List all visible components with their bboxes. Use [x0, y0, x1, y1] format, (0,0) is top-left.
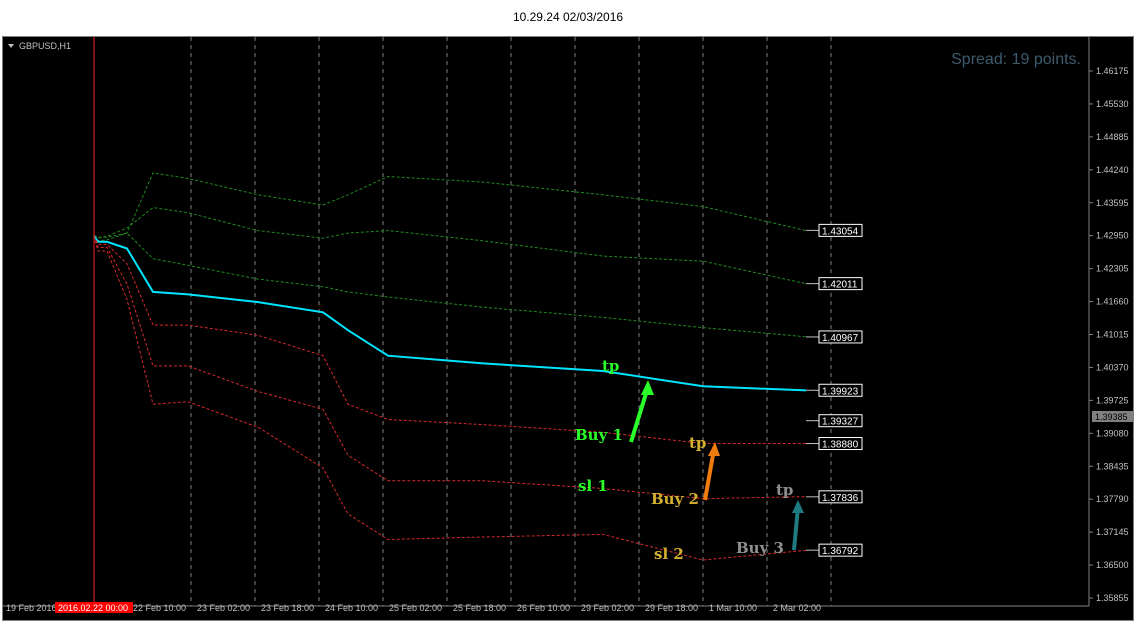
price-tick-label: 1.46175 [1096, 66, 1129, 76]
time-tick-label: 1 Mar 10:00 [709, 603, 757, 613]
symbol-header: GBPUSD,H1 [8, 41, 71, 51]
annotation-layer: tp Buy 1 sl 1 tp Buy 2 sl 2 tp Buy 3 [575, 357, 793, 563]
level-label-box [818, 383, 863, 397]
level-label-box [818, 437, 863, 451]
level-label: 1.43054 [822, 226, 859, 237]
time-tick-label: 25 Feb 02:00 [389, 603, 442, 613]
level-label: 1.36792 [822, 546, 859, 557]
level-label: 1.38880 [822, 440, 859, 451]
sl-1-label: sl 1 [578, 477, 608, 495]
level-label: 1.42011 [822, 280, 858, 291]
symbol-dropdown-icon [8, 44, 14, 48]
lower-band-line [93, 235, 807, 561]
level-label: 1.40967 [822, 333, 859, 344]
current-price-label: 1.39385 [1095, 412, 1128, 422]
buy-2-label: Buy 2 [651, 490, 699, 508]
level-labels: 1.43054 1.42011 1.40967 1.39923 1.39327 1.388… [806, 223, 863, 557]
main-series-line [93, 235, 807, 392]
tp-3-label: tp [776, 481, 793, 499]
price-tick-label: 1.42950 [1096, 231, 1129, 241]
price-tick-label: 1.37145 [1096, 527, 1129, 537]
grid-layer [190, 37, 832, 606]
time-axis: 19 Feb 2016 22 Feb 10:00 23 Feb 02:00 23 Fe… [6, 603, 821, 613]
buy-1-arrowhead [641, 380, 654, 395]
time-tick-label: 29 Feb 18:00 [645, 603, 698, 613]
lower-band-line [93, 235, 806, 444]
price-tick-label: 1.40370 [1096, 362, 1129, 372]
buy-1-arrow [629, 386, 650, 443]
level-label: 1.39327 [822, 417, 859, 428]
price-tick-label: 1.43595 [1096, 198, 1129, 208]
current-time-label: 2016.02.22 00:00 [58, 603, 128, 613]
chart-frame[interactable]: 1.46175 1.45530 1.44885 1.44240 1.43595 1.429… [2, 36, 1134, 621]
level-label-box [818, 277, 863, 291]
symbol-label: GBPUSD,H1 [19, 41, 71, 51]
level-label-box [818, 330, 863, 344]
spread-text: Spread: 19 points. [951, 51, 1081, 68]
buy-3-arrowhead [792, 500, 804, 513]
time-tick-label: 23 Feb 18:00 [261, 603, 314, 613]
time-tick-label: 29 Feb 02:00 [581, 603, 634, 613]
price-tick-label: 1.35855 [1096, 593, 1129, 603]
tp-1-label: tp [602, 357, 619, 375]
upper-band-line [93, 232, 807, 338]
price-tick-label: 1.37790 [1096, 494, 1129, 504]
level-label-box [818, 543, 863, 557]
current-price-marker: 1.39385 [1092, 411, 1133, 422]
time-tick-label: 26 Feb 10:00 [517, 603, 570, 613]
buy-3-label: Buy 3 [736, 539, 784, 557]
price-tick-label: 1.45530 [1096, 99, 1129, 109]
buy-3-arrow [792, 506, 800, 551]
level-label-box [818, 414, 863, 428]
upper-band-line [93, 172, 807, 242]
price-tick-label: 1.41015 [1096, 330, 1129, 340]
price-tick-label: 1.39080 [1096, 428, 1129, 438]
level-label-box [818, 490, 863, 504]
window-title: 10.29.24 02/03/2016 [0, 0, 1136, 34]
buy-2-arrow [703, 448, 716, 501]
time-tick-label: 2 Mar 02:00 [773, 603, 821, 613]
price-axis: 1.46175 1.45530 1.44885 1.44240 1.43595 1.429… [3, 37, 1129, 607]
buy-1-label: Buy 1 [575, 426, 623, 444]
arrow-layer [629, 380, 804, 551]
price-tick-label: 1.39725 [1096, 395, 1129, 405]
price-chart[interactable]: 1.46175 1.45530 1.44885 1.44240 1.43595 1.429… [3, 37, 1133, 620]
lower-band-line [93, 235, 807, 500]
time-tick-label: 22 Feb 10:00 [133, 603, 186, 613]
sl-2-label: sl 2 [654, 545, 684, 563]
time-tick-label: 24 Feb 10:00 [325, 603, 378, 613]
current-time-marker: 2016.02.22 00:00 [55, 602, 133, 613]
level-label: 1.39923 [822, 386, 859, 397]
price-tick-label: 1.44240 [1096, 165, 1129, 175]
price-tick-label: 1.42305 [1096, 264, 1129, 274]
series-layer [93, 172, 807, 561]
price-tick-label: 1.41660 [1096, 297, 1129, 307]
time-tick-label: 23 Feb 02:00 [197, 603, 250, 613]
price-tick-label: 1.44885 [1096, 132, 1129, 142]
tp-2-label: tp [689, 434, 706, 452]
price-tick-label: 1.36500 [1096, 560, 1129, 570]
buy-2-arrowhead [708, 442, 720, 456]
time-tick-label: 19 Feb 2016 [6, 603, 57, 613]
price-tick-label: 1.38435 [1096, 461, 1129, 471]
level-label: 1.37836 [822, 493, 859, 504]
time-tick-label: 25 Feb 18:00 [453, 603, 506, 613]
upper-band-line [93, 207, 807, 285]
level-label-box [818, 223, 863, 237]
